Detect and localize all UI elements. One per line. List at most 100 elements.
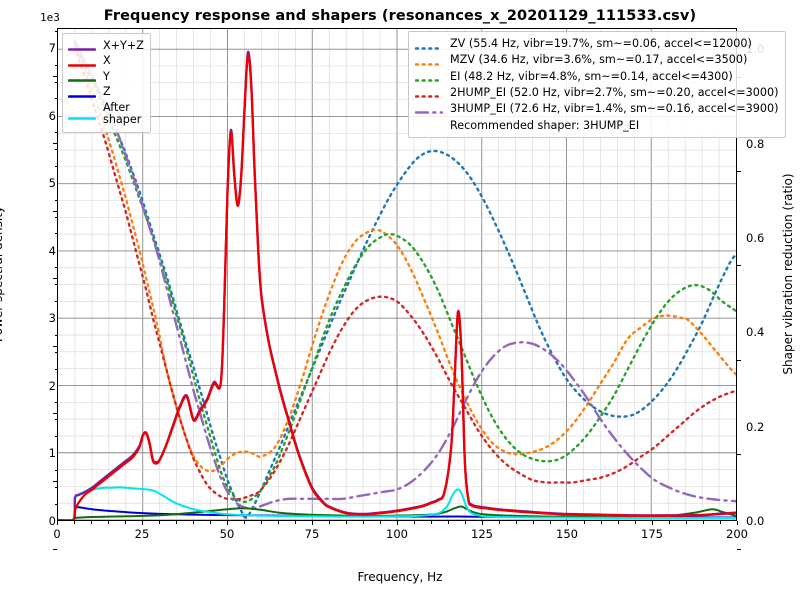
x-minor-tick <box>193 521 194 524</box>
x-minor-tick <box>550 521 551 524</box>
x-minor-tick <box>414 521 415 524</box>
x-axis-label: Frequency, Hz <box>357 570 443 584</box>
legend-line-sample <box>414 63 444 66</box>
axis-tick-mark <box>53 278 57 280</box>
axis-tick-mark <box>54 284 57 286</box>
legend-swatch <box>67 40 97 51</box>
axis-tick-mark <box>54 267 57 269</box>
axis-tick-mark <box>54 216 57 218</box>
axis-tick-mark <box>53 345 57 347</box>
legend-line-sample <box>414 95 444 98</box>
axis-tick-mark <box>54 402 57 404</box>
x-tick-label: 175 <box>641 527 663 541</box>
legend-line-sample <box>414 46 444 50</box>
x-tick-label: 150 <box>556 527 578 541</box>
x-tick-label: 25 <box>134 527 150 541</box>
axis-tick-mark <box>737 171 741 173</box>
axis-tick-mark <box>53 210 57 212</box>
curve-zv <box>73 39 736 519</box>
y-tick-label: 5 <box>48 176 56 191</box>
legend-label: After shaper <box>103 100 142 126</box>
x-minor-tick <box>499 521 500 524</box>
axis-tick-mark <box>54 419 57 421</box>
x-minor-tick <box>584 521 585 524</box>
gridlines <box>58 29 736 520</box>
x-minor-tick <box>465 521 466 524</box>
axis-tick-mark <box>53 75 57 77</box>
legend-label: Z <box>103 85 111 99</box>
legend-line-sample <box>67 64 97 67</box>
curve-2hump-ei <box>73 46 736 501</box>
x-tick-mark <box>142 521 143 525</box>
axis-tick-mark <box>54 233 57 235</box>
legend-item-mzv[interactable]: MZV (34.6 Hz, vibr=3.6%, sm~=0.17, accel… <box>414 52 778 68</box>
legend-label: 3HUMP_EI (72.6 Hz, vibr=1.4%, sm~=0.16, … <box>450 101 779 115</box>
axis-tick-mark <box>54 149 57 151</box>
axis-tick-mark <box>54 132 57 134</box>
x-minor-tick <box>159 521 160 524</box>
x-minor-tick <box>533 521 534 524</box>
x-tick-label: 125 <box>471 527 493 541</box>
legend-item-x-y-z[interactable]: X+Y+Z <box>67 38 144 54</box>
secondary-y-tick-label: 0.8 <box>746 136 765 151</box>
legend-line-sample <box>67 95 97 98</box>
legend-label: ZV (55.4 Hz, vibr=19.7%, sm~=0.06, accel… <box>450 37 752 51</box>
data-curves <box>58 39 736 520</box>
axis-tick-mark <box>54 436 57 438</box>
x-tick-label: 75 <box>304 527 320 541</box>
x-minor-tick <box>278 521 279 524</box>
legend-item-x[interactable]: X <box>67 54 144 70</box>
x-minor-tick <box>244 521 245 524</box>
legend-label: X+Y+Z <box>103 38 144 52</box>
legend-item-2hump-ei[interactable]: 2HUMP_EI (52.0 Hz, vibr=2.7%, sm~=0.20, … <box>414 85 778 101</box>
legend-label: X <box>103 54 111 68</box>
axis-tick-mark <box>54 30 57 32</box>
x-tick-mark <box>652 521 653 525</box>
axis-tick-mark <box>54 486 57 488</box>
legend-swatch <box>414 103 444 115</box>
curve-after-shaper <box>58 486 736 520</box>
axis-tick-mark <box>53 480 57 482</box>
x-tick-label: 0 <box>53 527 61 541</box>
curve-x <box>58 54 736 520</box>
secondary-y-tick-label: 0.0 <box>746 514 765 528</box>
legend-item-ei[interactable]: EI (48.2 Hz, vibr=4.8%, sm~=0.14, accel<… <box>414 68 778 84</box>
x-tick-mark <box>397 521 398 525</box>
axis-tick-mark <box>54 301 57 302</box>
legend-label: Y <box>103 69 110 83</box>
y-tick-label: 0 <box>48 514 56 528</box>
legend-item-3hump-ei[interactable]: 3HUMP_EI (72.6 Hz, vibr=1.4%, sm~=0.16, … <box>414 101 779 117</box>
x-minor-tick <box>261 521 262 524</box>
x-minor-tick <box>720 521 721 524</box>
axis-tick-mark <box>54 334 57 336</box>
y-axis-exponent: 1e3 <box>40 11 60 24</box>
legend-swatch <box>414 71 444 82</box>
x-minor-tick <box>363 521 364 524</box>
legend-item-z[interactable]: Z <box>67 85 144 101</box>
x-tick-mark <box>312 521 313 525</box>
legend-item-y[interactable]: Y <box>67 69 144 85</box>
x-minor-tick <box>516 521 517 524</box>
legend-item-after-shaper[interactable]: After shaper <box>67 100 144 128</box>
axis-tick-mark <box>54 199 57 201</box>
legend-shapers[interactable]: ZV (55.4 Hz, vibr=19.7%, sm~=0.06, accel… <box>408 31 787 139</box>
legend-psd[interactable]: X+Y+Z X Y Z After shaper <box>62 33 151 133</box>
x-minor-tick <box>635 521 636 524</box>
axis-tick-mark <box>54 351 57 353</box>
x-minor-tick <box>618 521 619 524</box>
legend-swatch <box>414 55 444 66</box>
axis-tick-mark <box>54 81 57 83</box>
secondary-y-tick-label: 0.6 <box>746 230 765 245</box>
x-tick-mark <box>57 521 58 525</box>
secondary-y-axis-label: Shaper vibration reduction (ratio) <box>781 173 795 375</box>
x-tick-mark <box>737 521 738 525</box>
axis-tick-mark <box>737 265 741 267</box>
x-tick-label: 50 <box>219 527 235 541</box>
x-tick-mark <box>482 521 483 525</box>
legend-item-zv[interactable]: ZV (55.4 Hz, vibr=19.7%, sm~=0.06, accel… <box>414 36 778 52</box>
x-tick-label: 100 <box>386 527 408 541</box>
legend-swatch <box>414 87 444 98</box>
axis-tick-mark <box>54 98 57 100</box>
axis-tick-mark <box>54 503 57 505</box>
